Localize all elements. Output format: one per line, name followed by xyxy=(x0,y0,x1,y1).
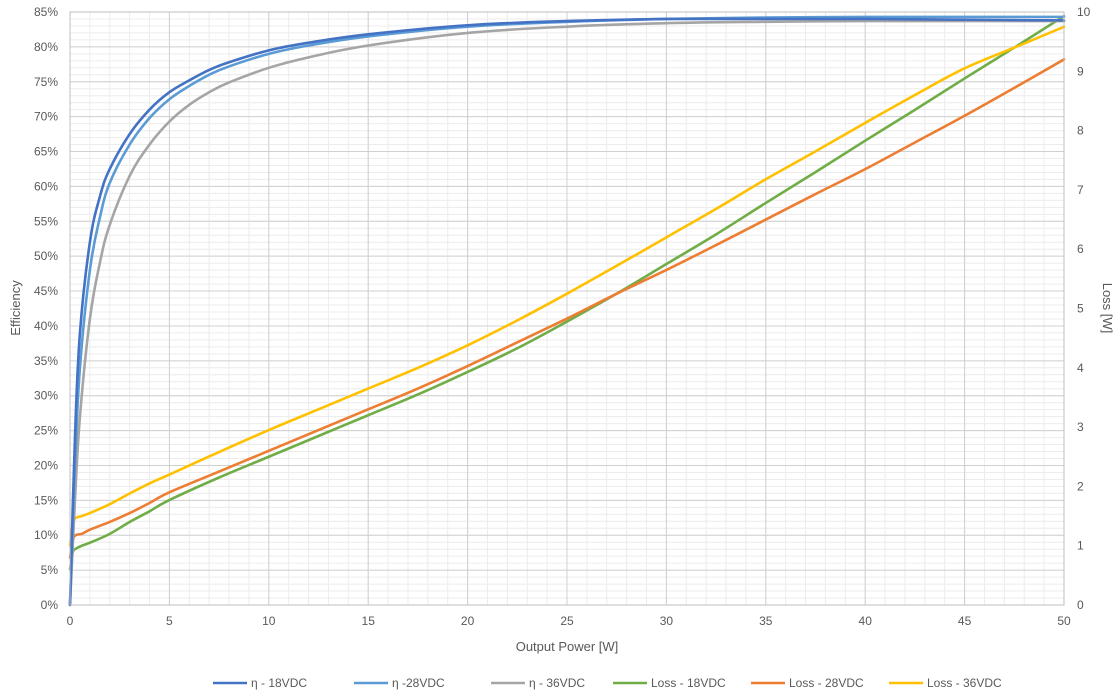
x-tick-label: 40 xyxy=(859,614,873,628)
y2-tick-label: 9 xyxy=(1077,64,1084,78)
y2-axis-title: Loss [W] xyxy=(1100,283,1115,334)
x-tick-label: 0 xyxy=(67,614,74,628)
series-line xyxy=(68,17,1066,607)
x-tick-label: 10 xyxy=(262,614,276,628)
x-tick-label: 35 xyxy=(759,614,773,628)
y2-tick-label: 1 xyxy=(1077,539,1084,553)
legend-label: Loss - 18VDC xyxy=(651,676,726,690)
legend-label: η -28VDC xyxy=(392,676,445,690)
y2-tick-label: 4 xyxy=(1077,361,1084,375)
y-tick-label: 30% xyxy=(34,389,58,403)
y-axis-title: Efficiency xyxy=(8,280,23,336)
y-tick-label: 65% xyxy=(34,145,58,159)
y-tick-label: 15% xyxy=(34,493,58,507)
x-tick-label: 30 xyxy=(660,614,674,628)
y-tick-label: 50% xyxy=(34,249,58,263)
plot-border xyxy=(69,11,1065,606)
legend-label: Loss - 36VDC xyxy=(927,676,1002,690)
series-layer xyxy=(68,14,1066,607)
y-tick-label: 80% xyxy=(34,40,58,54)
series-line xyxy=(68,19,1066,607)
y-tick-label: 60% xyxy=(34,179,58,193)
y-tick-label: 10% xyxy=(34,528,58,542)
y-tick-label: 55% xyxy=(34,214,58,228)
legend-label: η - 36VDC xyxy=(529,676,585,690)
y-tick-label: 75% xyxy=(34,75,58,89)
x-tick-label: 45 xyxy=(958,614,972,628)
legend: η - 18VDC η -28VDC η - 36VDC Loss - 18VDC Lo… xyxy=(213,676,1002,690)
y-tick-label: 70% xyxy=(34,110,58,124)
y-tick-label: 0% xyxy=(41,598,59,612)
y-tick-label: 45% xyxy=(34,284,58,298)
legend-label: Loss - 28VDC xyxy=(789,676,864,690)
axes: 0% 5% 10% 15% 20% 25% 30% 35% 40% 45% 50% 55% 60% 65%… xyxy=(34,5,1091,628)
series-line xyxy=(68,25,1066,547)
y-tick-label: 40% xyxy=(34,319,58,333)
series-line xyxy=(68,14,1066,571)
x-tick-label: 25 xyxy=(560,614,574,628)
x-tick-label: 20 xyxy=(461,614,475,628)
y2-tick-label: 6 xyxy=(1077,242,1084,256)
y-tick-label: 25% xyxy=(34,424,58,438)
y2-tick-label: 3 xyxy=(1077,420,1084,434)
y2-tick-label: 5 xyxy=(1077,302,1084,316)
grid xyxy=(69,11,1065,606)
series-line xyxy=(68,58,1066,559)
y-tick-label: 20% xyxy=(34,458,58,472)
y2-tick-label: 0 xyxy=(1077,598,1084,612)
y2-tick-label: 7 xyxy=(1077,183,1084,197)
x-axis-title: Output Power [W] xyxy=(516,639,619,654)
y-tick-label: 35% xyxy=(34,354,58,368)
y-tick-label: 5% xyxy=(41,563,59,577)
y2-tick-label: 2 xyxy=(1077,479,1084,493)
x-tick-label: 15 xyxy=(362,614,376,628)
x-tick-label: 5 xyxy=(166,614,173,628)
y2-tick-label: 10 xyxy=(1077,5,1091,19)
y2-tick-label: 8 xyxy=(1077,124,1084,138)
legend-label: η - 18VDC xyxy=(251,676,307,690)
y-tick-label: 85% xyxy=(34,5,58,19)
x-tick-label: 50 xyxy=(1057,614,1071,628)
